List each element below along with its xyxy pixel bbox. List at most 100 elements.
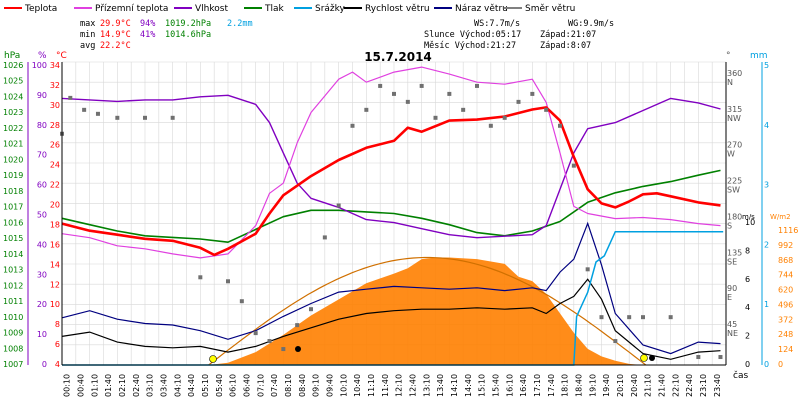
- wind-direction-point: [530, 91, 535, 96]
- tick-time: 16:10: [505, 374, 514, 397]
- tick-ms: 6: [745, 275, 750, 284]
- tick-hpa: 1013: [3, 266, 23, 275]
- temperature-line: [61, 106, 721, 257]
- tick-time: 23:10: [699, 374, 708, 397]
- tick-time: 17:40: [547, 374, 556, 397]
- tick-direction: 90: [727, 284, 737, 293]
- tick-hpa: 1026: [3, 61, 23, 70]
- tick-direction: E: [727, 293, 732, 302]
- tick-hpa: 1022: [3, 124, 23, 133]
- wind-gust-line: [61, 221, 721, 355]
- tick-time: 15:10: [478, 374, 487, 397]
- tick-time: 08:40: [298, 374, 307, 397]
- tick-direction: NW: [727, 114, 741, 123]
- wind-direction-point: [68, 95, 73, 100]
- tick-time: 11:10: [367, 374, 376, 397]
- tick-direction: 180: [727, 212, 742, 221]
- tick-wm2: 0: [778, 360, 783, 369]
- info-sun-set: Západ:21:07: [540, 30, 596, 40]
- tick-wm2: 372: [778, 315, 793, 324]
- wind-direction-point: [668, 315, 673, 320]
- wind-direction-point: [641, 315, 645, 320]
- tick-time: 01:10: [90, 374, 99, 397]
- wind-direction-point: [718, 355, 723, 360]
- wind-direction-point: [350, 123, 355, 128]
- tick-mm: 2: [764, 240, 769, 249]
- axis-units: hPa % °C ° mm m/s W/m2 čas: [4, 51, 791, 381]
- wind-direction-point: [544, 107, 549, 112]
- tick-time: 19:40: [602, 374, 611, 397]
- tick-pct: 40: [37, 240, 47, 249]
- tick-time: 02:10: [118, 374, 127, 397]
- tick-direction: W: [727, 150, 735, 159]
- wind-direction-point: [267, 339, 272, 344]
- info-ws: WS:7.7m/s: [474, 19, 520, 29]
- tick-wm2: 1116: [778, 226, 798, 235]
- rain-line: [62, 230, 724, 366]
- legend: Teplota Přízemní teplota Vlhkost Tlak Sr…: [4, 4, 575, 14]
- stats-avg-label: avg: [80, 41, 95, 51]
- tick-time: 23:40: [713, 374, 722, 397]
- moonset-marker: [295, 346, 301, 352]
- wind-direction-series: [60, 83, 723, 360]
- tick-time: 07:40: [270, 374, 279, 397]
- legend-label-tlak: Tlak: [264, 4, 285, 14]
- tick-ms: 4: [745, 303, 750, 312]
- series-lines: [61, 66, 724, 366]
- tick-time: 02:40: [132, 374, 141, 397]
- unit-hpa: hPa: [4, 51, 20, 61]
- tick-hpa: 1007: [3, 360, 23, 369]
- tick-hpa: 1020: [3, 155, 23, 164]
- tick-direction: 225: [727, 177, 742, 186]
- tick-c: 14: [50, 260, 60, 269]
- wind-direction-point: [571, 163, 576, 168]
- chart-title: 15.7.2014: [364, 50, 432, 64]
- wind-direction-point: [336, 203, 341, 208]
- tick-c: 18: [50, 220, 60, 229]
- stats-max-hum: 94%: [140, 19, 155, 29]
- tick-c: 4: [55, 360, 60, 369]
- tick-time: 05:10: [201, 374, 210, 397]
- wind-direction-point: [516, 99, 521, 104]
- tick-hpa: 1021: [3, 140, 23, 149]
- tick-time: 14:40: [464, 374, 473, 397]
- tick-c: 20: [50, 201, 60, 210]
- tick-time: 15:40: [491, 374, 500, 397]
- tick-direction: 45: [727, 320, 737, 329]
- stats-min-press: 1014.6hPa: [165, 30, 211, 40]
- stats-min-label: min: [80, 30, 95, 40]
- wind-direction-point: [405, 99, 410, 104]
- stats-max-temp: 29.9°C: [100, 19, 131, 29]
- tick-direction: SW: [727, 186, 740, 195]
- tick-c: 26: [50, 141, 60, 150]
- tick-c: 32: [50, 81, 60, 90]
- tick-hpa: 1017: [3, 203, 23, 212]
- tick-c: 30: [50, 101, 60, 110]
- tick-mm: 4: [764, 121, 769, 130]
- tick-time: 08:10: [284, 374, 293, 397]
- tick-ms: 8: [745, 246, 750, 255]
- tick-direction: 315: [727, 105, 742, 114]
- tick-hpa: 1018: [3, 187, 23, 196]
- tick-time: 10:10: [339, 374, 348, 397]
- wind-direction-point: [475, 83, 479, 88]
- tick-ms: 2: [745, 332, 750, 341]
- tick-time: 09:10: [312, 374, 321, 397]
- tick-time: 01:40: [104, 374, 113, 397]
- tick-hpa: 1025: [3, 77, 23, 86]
- legend-label-prizemni: Přízemní teplota: [95, 4, 168, 14]
- wind-direction-point: [488, 123, 493, 128]
- legend-label-srazky: Srážky: [315, 4, 346, 14]
- legend-label-rychlost: Rychlost větru: [365, 4, 430, 14]
- wind-direction-point: [433, 115, 438, 120]
- wind-direction-point: [143, 115, 147, 120]
- tick-c: 10: [50, 300, 60, 309]
- tick-direction: SE: [727, 257, 737, 266]
- stats-avg-temp: 22.2°C: [100, 41, 131, 51]
- legend-label-teplota: Teplota: [24, 4, 57, 14]
- tick-mm: 3: [764, 181, 769, 190]
- tick-time: 21:40: [657, 374, 666, 397]
- tick-time: 21:10: [644, 374, 653, 397]
- tick-pct: 20: [37, 300, 47, 309]
